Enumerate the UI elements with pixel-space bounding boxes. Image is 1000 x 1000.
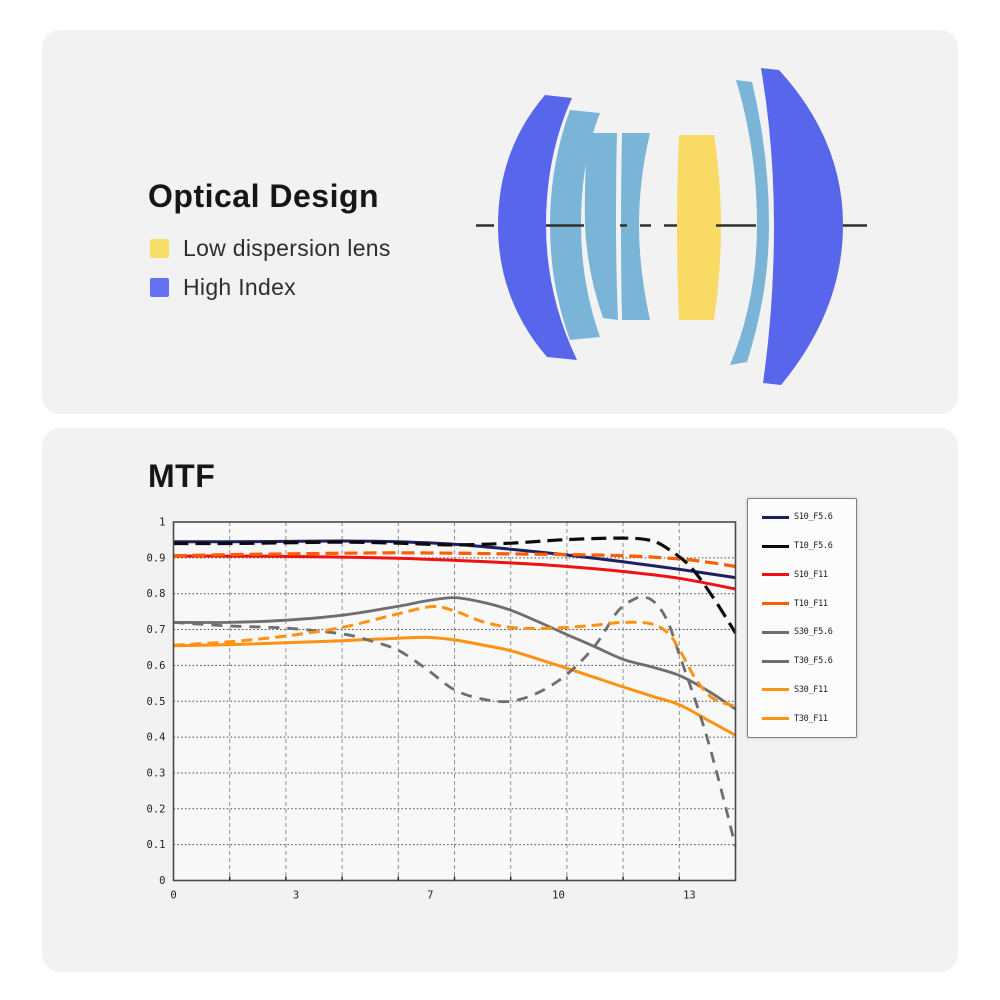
- legend-item-T10_F5.6: T10_F5.6: [748, 541, 856, 551]
- series-line-S30_F5.6: [173, 596, 737, 711]
- lens-element-5-low-dispersion: [677, 135, 721, 320]
- series-line-S10_F11: [173, 554, 736, 591]
- legend-item-S10_F11: S10_F11: [748, 570, 856, 580]
- series-line-T10_F11: [173, 551, 736, 569]
- optical-design-card: Optical Design Low dispersion lens High …: [42, 30, 958, 414]
- x-tick-label: 10: [552, 890, 565, 902]
- legend-line-sample-icon: [762, 717, 789, 721]
- series-line-T10_F5.6: [173, 536, 737, 634]
- y-tick-label: 0.9: [147, 552, 166, 564]
- optical-design-title: Optical Design: [148, 178, 380, 214]
- lens-element-4-normal: [621, 133, 650, 320]
- legend-line-sample-icon: [762, 630, 789, 634]
- lens-element-6-normal: [730, 80, 769, 365]
- high-index-swatch-icon: [150, 277, 169, 297]
- x-tick-label: 3: [293, 890, 299, 902]
- y-tick-label: 0.5: [147, 696, 166, 708]
- mtf-chart-legend: S10_F5.6 T10_F5.6 S10_F11 T10_F11 S30_F5.6 T3…: [747, 498, 857, 738]
- x-tick-label: 13: [683, 890, 696, 902]
- legend-label: T10_F5.6: [794, 541, 833, 552]
- series-line-S30_F11: [173, 635, 737, 737]
- mtf-card: MTF 1 0.9 0.8 0.7 0.6 0.5 0.4 0.3 0.2 0.1 0 0 3 7 10 13…: [42, 428, 958, 972]
- y-tick-label: 0.3: [147, 767, 166, 779]
- legend-row-high-index: High Index: [150, 273, 391, 300]
- legend-label: T30_F5.6: [794, 656, 833, 667]
- legend-label: S30_F5.6: [794, 627, 833, 638]
- legend-line-sample-icon: [762, 659, 789, 663]
- lens-cross-section-diagram: [476, 68, 867, 385]
- y-tick-label: 0.7: [147, 624, 166, 636]
- legend-item-T30_F5.6: T30_F5.6: [748, 656, 856, 666]
- legend-item-S30_F11: S30_F11: [748, 685, 856, 695]
- y-tick-label: 0.2: [147, 803, 166, 815]
- y-tick-label: 0: [159, 875, 165, 887]
- legend-row-low-dispersion: Low dispersion lens: [150, 234, 391, 261]
- legend-line-sample-icon: [762, 515, 789, 519]
- y-tick-label: 0.4: [147, 732, 166, 744]
- x-tick-label: 7: [427, 890, 433, 902]
- legend-item-S10_F5.6: S10_F5.6: [748, 512, 856, 522]
- legend-line-sample-icon: [762, 688, 789, 692]
- x-tick-label: 0: [170, 890, 176, 902]
- legend-label: T10_F11: [794, 598, 828, 609]
- y-tick-label: 0.1: [147, 839, 166, 851]
- y-tick-label: 0.8: [147, 588, 166, 600]
- legend-label: T30_F11: [794, 713, 828, 724]
- low-dispersion-label: Low dispersion lens: [183, 234, 391, 261]
- legend-label: S10_F5.6: [794, 512, 833, 523]
- high-index-label: High Index: [183, 273, 296, 300]
- lens-element-1-high-index: [498, 95, 577, 360]
- legend-label: S10_F11: [794, 569, 828, 580]
- legend-item-T30_F11: T30_F11: [748, 714, 856, 724]
- legend-line-sample-icon: [762, 544, 789, 548]
- legend-line-sample-icon: [762, 602, 789, 606]
- lens-element-3-normal: [584, 133, 618, 320]
- legend-label: S30_F11: [794, 684, 828, 695]
- lens-element-7-high-index: [761, 68, 843, 385]
- optical-design-legend: Low dispersion lens High Index: [150, 234, 391, 314]
- mtf-chart: 1 0.9 0.8 0.7 0.6 0.5 0.4 0.3 0.2 0.1 00 3 7 10 13: [147, 517, 737, 902]
- y-tick-label: 0.6: [147, 660, 166, 672]
- series-line-T30_F5.6: [173, 595, 737, 847]
- mtf-title: MTF: [148, 458, 216, 494]
- legend-item-S30_F5.6: S30_F5.6: [748, 627, 856, 637]
- legend-line-sample-icon: [762, 573, 789, 577]
- low-dispersion-swatch-icon: [150, 238, 169, 258]
- y-tick-label: 1: [159, 517, 165, 529]
- legend-item-T10_F11: T10_F11: [748, 599, 856, 609]
